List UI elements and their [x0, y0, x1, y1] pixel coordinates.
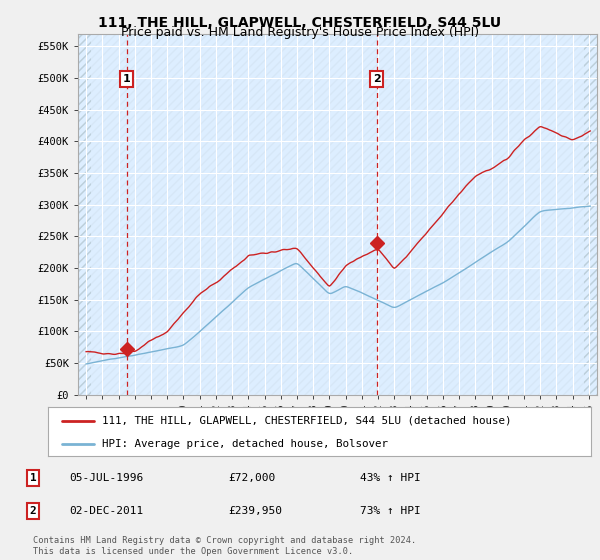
Text: 1: 1 — [123, 74, 131, 84]
Text: 02-DEC-2011: 02-DEC-2011 — [69, 506, 143, 516]
Text: 111, THE HILL, GLAPWELL, CHESTERFIELD, S44 5LU (detached house): 111, THE HILL, GLAPWELL, CHESTERFIELD, S… — [103, 416, 512, 426]
Text: 2: 2 — [373, 74, 380, 84]
Text: £72,000: £72,000 — [228, 473, 275, 483]
Text: 73% ↑ HPI: 73% ↑ HPI — [360, 506, 421, 516]
Text: Price paid vs. HM Land Registry's House Price Index (HPI): Price paid vs. HM Land Registry's House … — [121, 26, 479, 39]
Text: Contains HM Land Registry data © Crown copyright and database right 2024.
This d: Contains HM Land Registry data © Crown c… — [33, 536, 416, 556]
Text: £239,950: £239,950 — [228, 506, 282, 516]
Text: HPI: Average price, detached house, Bolsover: HPI: Average price, detached house, Bols… — [103, 438, 388, 449]
Text: 05-JUL-1996: 05-JUL-1996 — [69, 473, 143, 483]
Text: 1: 1 — [29, 473, 37, 483]
Text: 2: 2 — [29, 506, 37, 516]
Text: 43% ↑ HPI: 43% ↑ HPI — [360, 473, 421, 483]
Text: 111, THE HILL, GLAPWELL, CHESTERFIELD, S44 5LU: 111, THE HILL, GLAPWELL, CHESTERFIELD, S… — [98, 16, 502, 30]
